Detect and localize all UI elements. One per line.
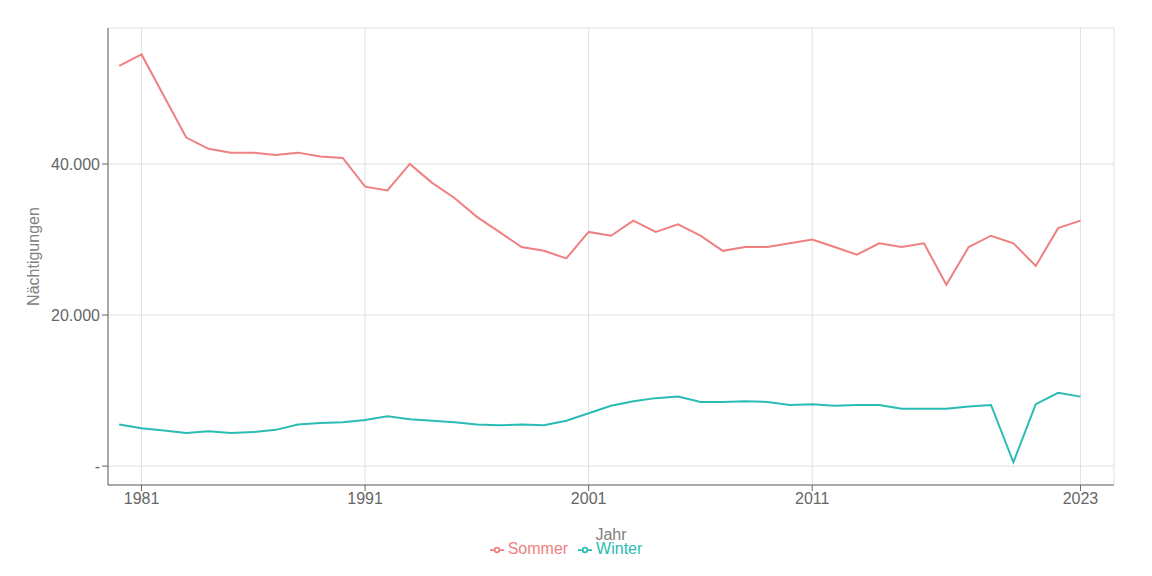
svg-text:2001: 2001 — [571, 490, 607, 507]
svg-text:2011: 2011 — [795, 490, 830, 507]
svg-text:2023: 2023 — [1063, 490, 1099, 507]
html-text:Sommer: Sommer — [507, 540, 569, 557]
svg-text:40.000: 40.000 — [51, 156, 100, 173]
svg-text:20.000: 20.000 — [51, 307, 100, 324]
html-text:Winter: Winter — [596, 540, 643, 557]
svg-text:Nächtigungen: Nächtigungen — [25, 207, 42, 306]
svg-text:1991: 1991 — [347, 490, 383, 507]
svg-text:-: - — [95, 458, 100, 475]
svg-text:Jahr: Jahr — [595, 526, 627, 543]
svg-text:1981: 1981 — [124, 490, 160, 507]
